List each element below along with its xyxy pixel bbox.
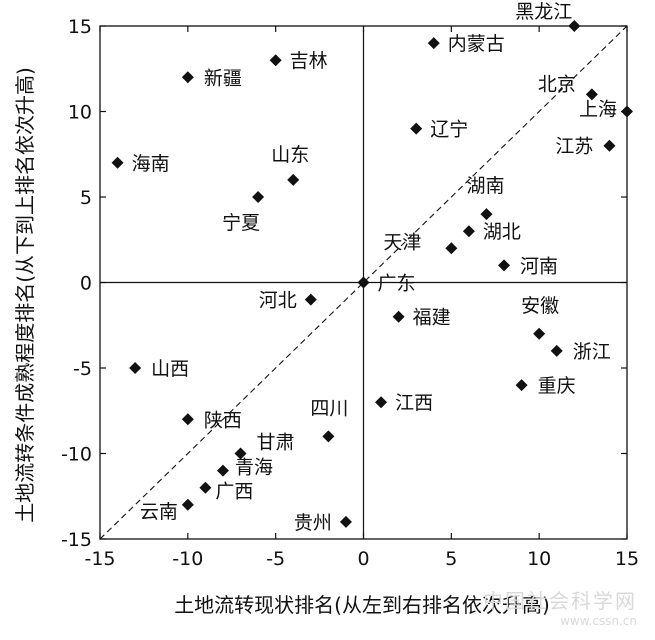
- data-point: [550, 344, 563, 357]
- data-point: [462, 225, 475, 238]
- point-label: 青海: [235, 457, 273, 479]
- watermark: 中国社会科学网 www.cssn.cn: [483, 585, 637, 628]
- point-label: 福建: [413, 307, 451, 329]
- point-label: 山东: [271, 144, 309, 166]
- x-tick-label: -5: [266, 548, 285, 570]
- data-point: [199, 481, 212, 494]
- data-points: [111, 20, 633, 528]
- x-tick-label: -15: [84, 548, 115, 570]
- point-label: 新疆: [204, 67, 242, 89]
- x-axis-title: 土地流转现状排名(从左到右排名依次升高): [174, 593, 550, 617]
- data-point: [234, 447, 247, 460]
- point-label: 北京: [538, 73, 576, 95]
- y-tick-label: 0: [80, 273, 92, 295]
- point-label: 海南: [132, 153, 170, 175]
- point-label: 宁夏: [222, 212, 260, 234]
- data-point: [568, 20, 581, 32]
- point-label: 内蒙古: [448, 33, 505, 55]
- diagonal-reference-line: [99, 25, 628, 540]
- x-tick-label: 5: [445, 548, 457, 570]
- data-point: [322, 430, 335, 443]
- data-point: [621, 105, 633, 118]
- point-label: 湖南: [466, 175, 504, 197]
- point-label: 江苏: [555, 136, 593, 158]
- data-point: [181, 498, 194, 511]
- data-point: [252, 191, 265, 203]
- y-tick-label: -15: [61, 529, 92, 551]
- data-point: [339, 515, 352, 528]
- data-point: [515, 379, 528, 392]
- data-point: [181, 71, 194, 84]
- data-point: [533, 327, 546, 340]
- watermark-url: www.cssn.cn: [560, 614, 637, 628]
- data-point: [287, 173, 300, 186]
- y-tick-label: 15: [68, 16, 92, 38]
- data-point: [357, 276, 370, 289]
- point-label: 贵州: [294, 512, 332, 534]
- point-label: 湖北: [483, 221, 521, 243]
- point-label: 上海: [579, 99, 617, 121]
- data-point: [427, 37, 440, 50]
- x-tick-label: 10: [527, 548, 551, 570]
- point-label: 四川: [310, 397, 348, 419]
- x-tick-label: -10: [172, 548, 203, 570]
- data-point: [304, 293, 317, 306]
- axis-ticks: -15 -10 -5 0 5 10 15 -15 -10 -5 0 5 10 15: [61, 16, 639, 570]
- data-point: [216, 464, 229, 477]
- point-label: 浙江: [573, 341, 611, 363]
- y-tick-label: -10: [61, 444, 92, 466]
- point-label: 广西: [215, 481, 253, 503]
- point-label: 云南: [140, 501, 178, 523]
- point-label: 安徽: [521, 295, 559, 317]
- watermark-title: 中国社会科学网: [483, 589, 637, 613]
- data-point: [585, 88, 598, 101]
- point-label: 陕西: [204, 409, 242, 431]
- data-point: [181, 413, 194, 426]
- point-label: 重庆: [538, 375, 576, 397]
- y-tick-label: 10: [68, 102, 92, 124]
- data-point: [480, 208, 493, 221]
- x-tick-label: 0: [357, 548, 369, 570]
- y-tick-label: 5: [80, 187, 92, 209]
- point-label: 广东: [378, 273, 416, 295]
- point-label: 辽宁: [430, 119, 468, 141]
- point-label: 黑龙江: [515, 1, 572, 23]
- data-point: [603, 139, 616, 152]
- data-point: [410, 122, 423, 135]
- point-label: 河北: [259, 290, 297, 312]
- data-point: [129, 362, 142, 374]
- data-point: [111, 156, 124, 169]
- data-point: [445, 242, 458, 255]
- data-point: [498, 259, 511, 272]
- x-tick-label: 15: [615, 548, 639, 570]
- point-label: 江西: [395, 392, 433, 414]
- y-axis-title: 土地流转条件成熟程度排名(从下到上排名依次升高): [13, 67, 37, 523]
- data-point: [269, 54, 282, 67]
- point-label: 天津: [383, 231, 421, 253]
- y-tick-label: -5: [73, 358, 92, 380]
- point-label: 山西: [151, 358, 189, 380]
- data-point: [375, 396, 388, 409]
- point-label: 甘肃: [257, 432, 295, 454]
- data-point: [392, 310, 405, 323]
- point-label: 吉林: [290, 50, 328, 72]
- point-label: 河南: [520, 255, 558, 277]
